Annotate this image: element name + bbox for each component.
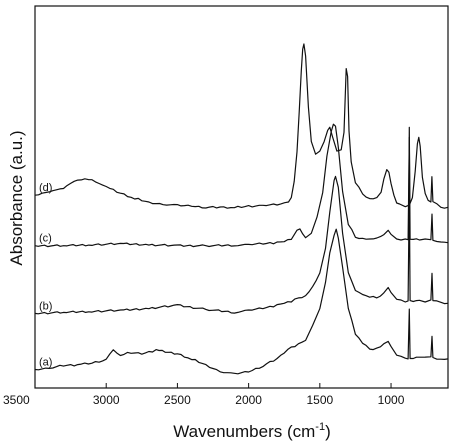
plot-frame [34, 5, 449, 389]
x-axis-ticks: 3500 3000 2500 2000 1500 1000 [3, 383, 405, 407]
trace-label-a: (a) [39, 356, 52, 368]
spectrum-line-a [34, 228, 449, 375]
x-tick-label: 3500 [3, 393, 30, 407]
y-axis-title-group: Absorbance (a.u.) [7, 130, 26, 265]
spectrum-line-d [34, 43, 449, 209]
x-axis-title-end: ) [325, 422, 331, 441]
trace-labels: (a) (b) (c) (d) [39, 182, 52, 368]
x-axis-title-superscript: -1 [315, 421, 325, 433]
x-tick-label: 3000 [93, 393, 120, 407]
spectra-traces [34, 43, 449, 375]
x-tick-label: 2000 [235, 393, 262, 407]
spectrum-line-b [34, 175, 449, 315]
trace-label-d: (d) [39, 182, 52, 194]
x-tick-label: 1500 [306, 393, 333, 407]
x-axis-title-text: Wavenumbers (cm [173, 422, 315, 441]
spectrum-line-c [34, 123, 449, 248]
x-tick-label: 1000 [378, 393, 405, 407]
y-axis-title: Absorbance (a.u.) [7, 130, 26, 265]
x-axis-title: Wavenumbers (cm-1) [173, 421, 330, 441]
x-tick-label: 2500 [164, 393, 191, 407]
trace-label-b: (b) [39, 300, 52, 312]
trace-label-c: (c) [39, 233, 52, 245]
